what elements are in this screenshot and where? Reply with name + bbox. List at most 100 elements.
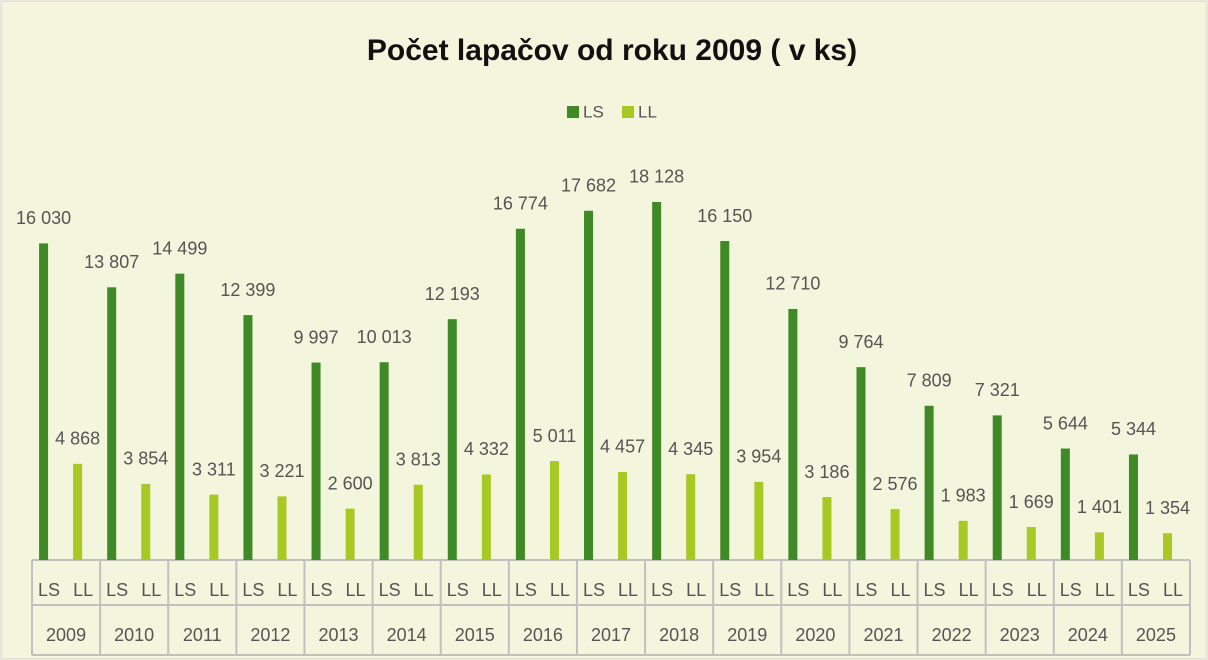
x-subtick-label: LS — [1060, 580, 1082, 600]
x-tick-label: 2022 — [932, 625, 972, 645]
x-subtick-label: LL — [277, 580, 297, 600]
legend-label: LS — [583, 102, 604, 121]
x-tick-label: 2024 — [1068, 625, 1108, 645]
x-subtick-label: LL — [754, 580, 774, 600]
bar — [175, 273, 185, 560]
x-subtick-label: LL — [618, 580, 638, 600]
bar — [1094, 532, 1104, 560]
chart-title: Počet lapačov od roku 2009 ( v ks) — [367, 34, 857, 67]
bar — [549, 461, 559, 560]
x-subtick-label: LL — [1095, 580, 1115, 600]
data-label: 10 013 — [357, 327, 412, 347]
bar — [924, 405, 934, 560]
data-label: 1 354 — [1145, 498, 1190, 518]
bar — [39, 243, 49, 560]
x-subtick-label: LL — [1163, 580, 1183, 600]
data-label: 7 321 — [975, 380, 1020, 400]
data-label: 17 682 — [561, 176, 616, 196]
x-subtick-label: LS — [787, 580, 809, 600]
data-label: 12 399 — [220, 280, 275, 300]
data-label: 3 954 — [736, 447, 781, 467]
data-label: 5 644 — [1043, 413, 1088, 433]
data-label: 16 030 — [16, 208, 71, 228]
data-label: 5 011 — [533, 426, 577, 446]
data-label: 9 997 — [294, 327, 339, 347]
legend-swatch — [622, 106, 634, 118]
x-subtick-label: LS — [515, 580, 537, 600]
data-label: 1 983 — [941, 486, 986, 506]
bar — [856, 367, 866, 560]
bar — [890, 509, 900, 560]
data-label: 12 193 — [425, 284, 480, 304]
data-label: 1 669 — [1009, 492, 1054, 512]
x-subtick-label: LL — [414, 580, 434, 600]
bar — [992, 415, 1002, 560]
bar — [379, 362, 389, 560]
bar — [1128, 454, 1138, 560]
bar — [584, 210, 594, 560]
data-label: 3 186 — [804, 462, 849, 482]
x-tick-label: 2023 — [1000, 625, 1040, 645]
x-tick-label: 2009 — [46, 625, 86, 645]
x-subtick-label: LL — [822, 580, 842, 600]
x-subtick-label: LL — [73, 580, 93, 600]
x-tick-label: 2014 — [387, 625, 427, 645]
x-tick-label: 2025 — [1136, 625, 1176, 645]
data-label: 16 774 — [493, 193, 548, 213]
data-label: 18 128 — [629, 167, 684, 187]
x-subtick-label: LS — [924, 580, 946, 600]
data-label: 4 345 — [668, 439, 713, 459]
x-subtick-label: LL — [209, 580, 229, 600]
data-label: 3 221 — [259, 461, 304, 481]
bar — [141, 483, 151, 560]
data-label: 3 813 — [396, 449, 441, 469]
bar — [822, 497, 832, 560]
x-subtick-label: LL — [482, 580, 502, 600]
data-label: 14 499 — [152, 238, 207, 258]
data-label: 7 809 — [907, 371, 952, 391]
x-subtick-label: LL — [959, 580, 979, 600]
bar — [107, 287, 117, 560]
x-tick-label: 2015 — [455, 625, 495, 645]
bar — [958, 520, 968, 560]
x-subtick-label: LS — [583, 580, 605, 600]
bar — [345, 508, 355, 560]
x-subtick-label: LL — [141, 580, 161, 600]
bar — [243, 315, 253, 560]
data-label: 16 150 — [697, 206, 752, 226]
data-label: 12 710 — [765, 274, 820, 294]
x-subtick-label: LS — [992, 580, 1014, 600]
x-subtick-label: LS — [855, 580, 877, 600]
bar — [754, 481, 764, 560]
x-subtick-label: LS — [38, 580, 60, 600]
x-subtick-label: LS — [447, 580, 469, 600]
data-label: 5 344 — [1111, 419, 1156, 439]
bar — [277, 496, 287, 560]
x-subtick-label: LS — [379, 580, 401, 600]
data-label: 4 457 — [600, 437, 645, 457]
bar — [447, 319, 457, 560]
x-subtick-label: LS — [106, 580, 128, 600]
bar — [1060, 448, 1070, 560]
bar — [618, 471, 628, 560]
bar — [720, 241, 730, 560]
x-subtick-label: LL — [890, 580, 910, 600]
bar — [73, 463, 83, 560]
data-label: 2 576 — [873, 474, 918, 494]
data-label: 3 311 — [192, 459, 236, 479]
data-label: 1 401 — [1077, 497, 1122, 517]
x-tick-label: 2011 — [183, 625, 222, 645]
data-label: 9 764 — [838, 332, 883, 352]
x-tick-label: 2010 — [114, 625, 154, 645]
x-subtick-label: LL — [1027, 580, 1047, 600]
bar — [652, 201, 662, 561]
x-subtick-label: LS — [174, 580, 196, 600]
x-subtick-label: LS — [651, 580, 673, 600]
x-tick-label: 2019 — [727, 625, 767, 645]
x-subtick-label: LL — [346, 580, 366, 600]
bar — [311, 362, 321, 560]
legend-label: LL — [638, 102, 657, 121]
x-tick-label: 2020 — [795, 625, 835, 645]
